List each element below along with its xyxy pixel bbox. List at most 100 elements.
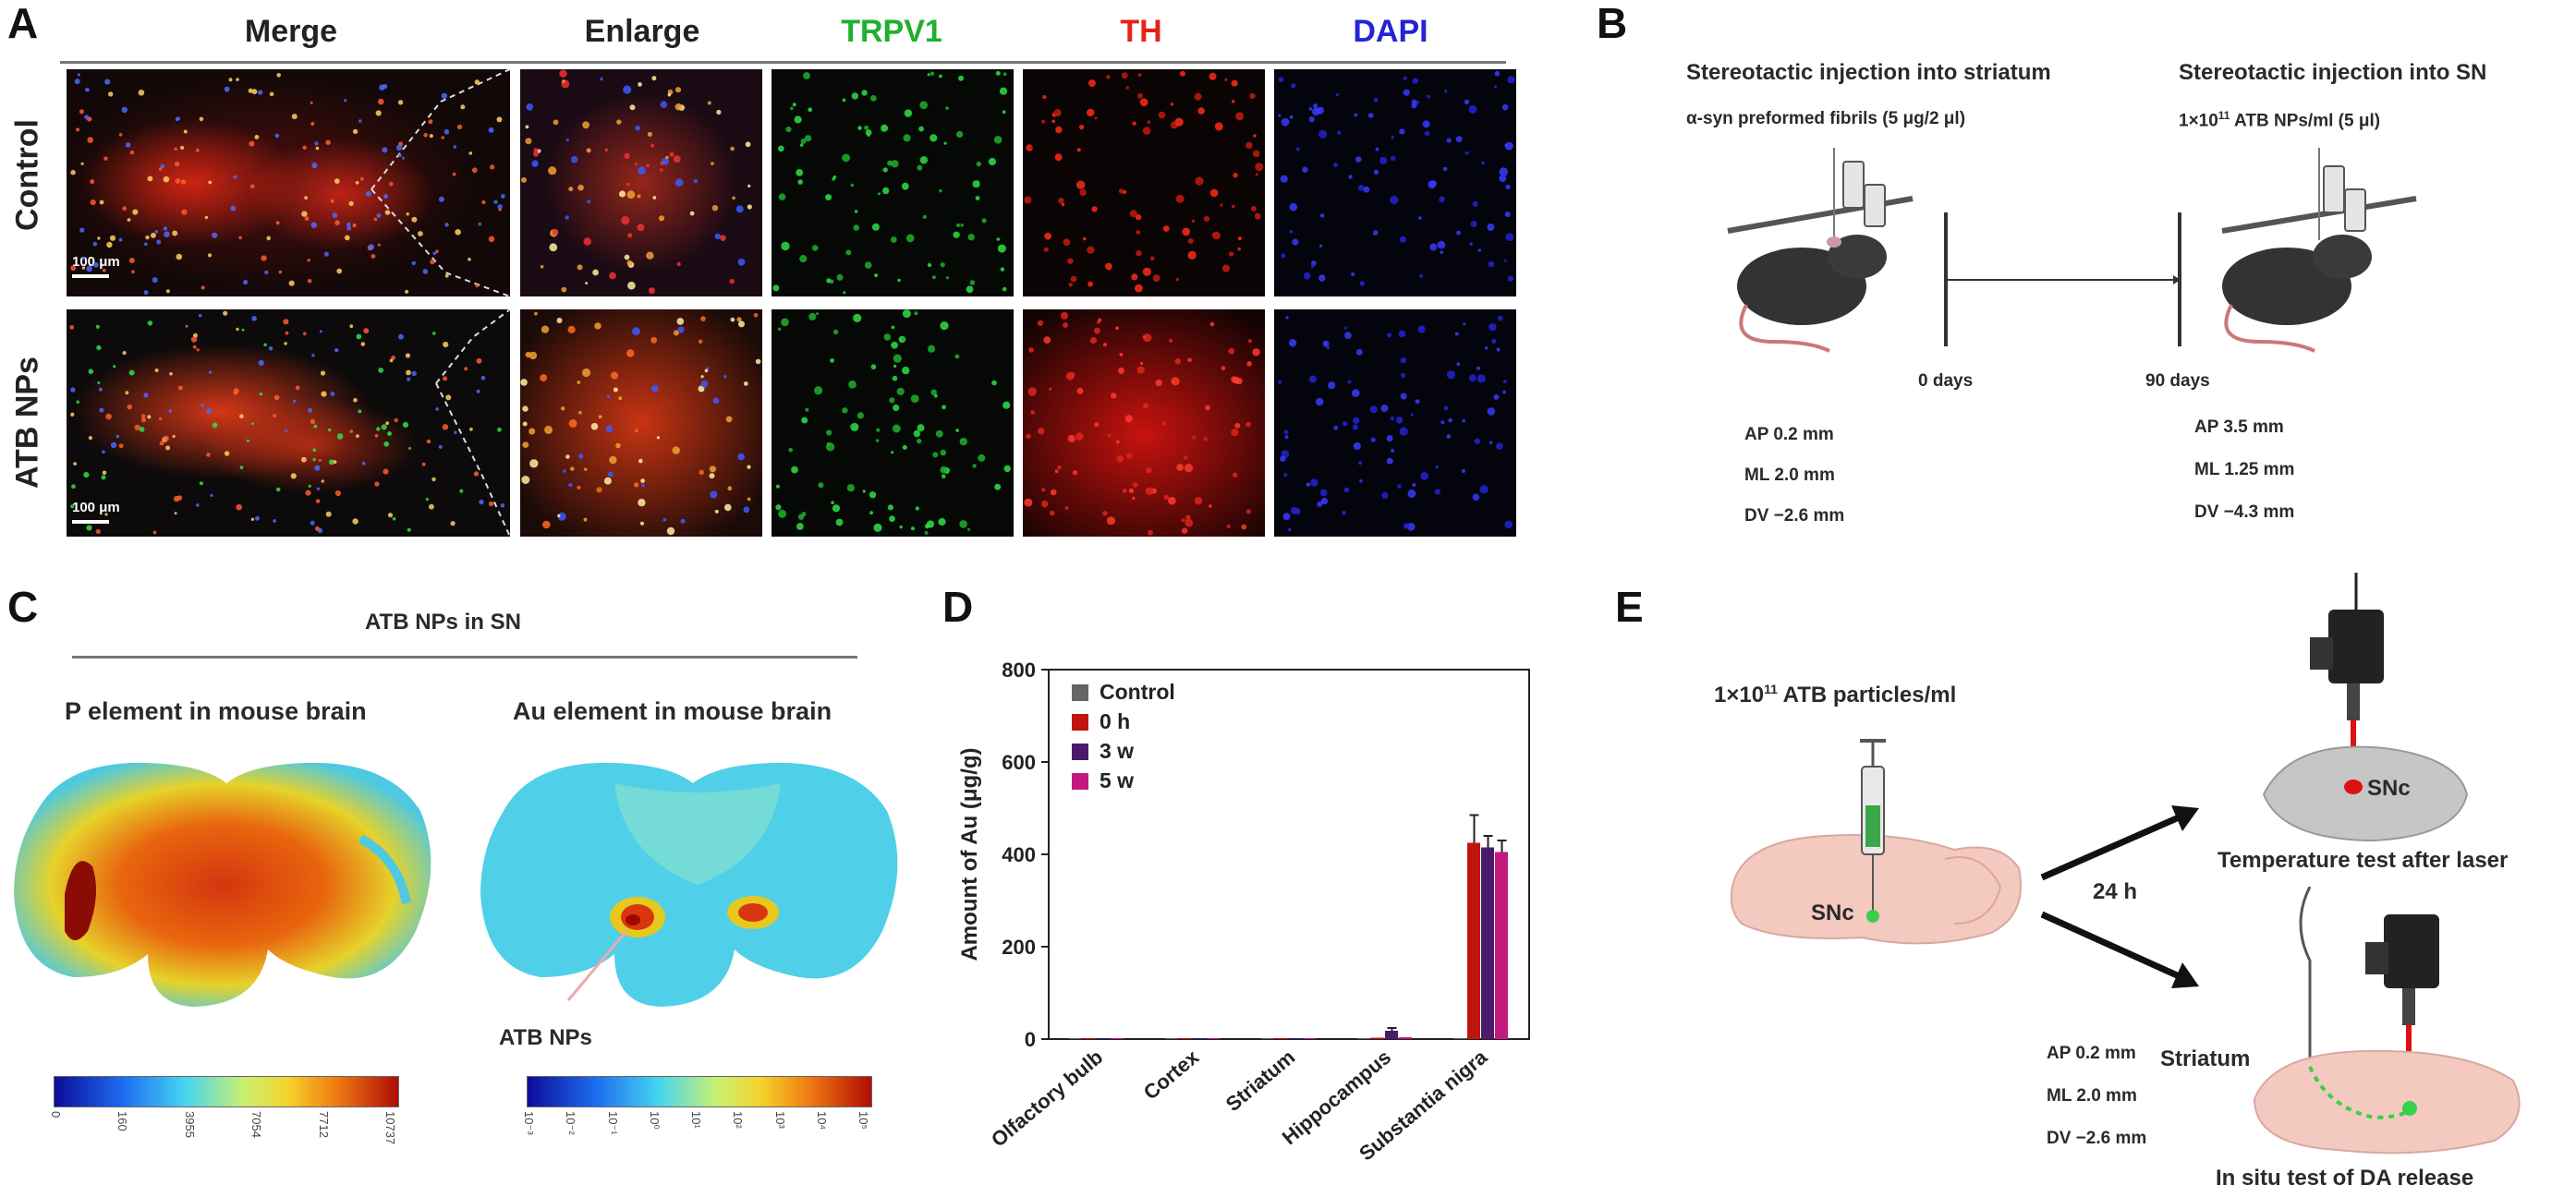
timeline-arrow: [1946, 275, 2181, 284]
cell-dot: [1479, 485, 1488, 494]
cell-dot: [577, 264, 583, 271]
cell-dot: [814, 386, 823, 395]
cell-dot: [411, 260, 416, 266]
cell-dot: [854, 210, 858, 213]
cell-dot: [1472, 200, 1478, 207]
cell-dot: [883, 333, 892, 341]
cell-dot: [73, 462, 77, 466]
cell-dot: [711, 205, 719, 212]
cell-dot: [443, 341, 449, 348]
cell-dot: [548, 166, 557, 175]
e-caption-top: Temperature test after laser: [2218, 848, 2509, 873]
cell-dot: [314, 526, 320, 531]
cell-dot: [1496, 347, 1501, 352]
cell-dot: [258, 359, 264, 366]
bar: [1371, 1037, 1384, 1039]
cell-dot: [121, 106, 128, 114]
cell-dot: [1312, 107, 1320, 116]
cell-dot: [129, 150, 135, 155]
cell-dot: [1024, 196, 1032, 204]
cell-dot: [314, 141, 319, 146]
cell-dot: [1211, 233, 1215, 236]
cell-dot: [1231, 429, 1239, 437]
cell-dot: [1412, 483, 1416, 488]
cell-dot: [677, 326, 685, 333]
cell-dot: [1493, 85, 1497, 89]
cell-dot: [902, 366, 910, 375]
cell-dot: [603, 477, 612, 485]
cell-dot: [725, 416, 733, 423]
cell-dot: [590, 422, 599, 430]
cell-dot: [1124, 415, 1133, 423]
cell-dot: [134, 424, 140, 431]
au-colorbar-ticks: 10⁻³ 10⁻² 10⁻¹ 10⁰ 10¹ 10² 10³ 10⁴ 10⁵: [522, 1111, 870, 1148]
cell-dot: [1354, 113, 1358, 117]
cell-dot: [1278, 114, 1282, 117]
cell-dot: [531, 160, 539, 167]
cell-dot: [1146, 466, 1152, 474]
cell-dot: [79, 109, 84, 115]
cell-dot: [650, 143, 654, 148]
e-coord-dv: DV −2.6 mm: [2047, 1129, 2147, 1148]
cell-dot: [1143, 403, 1149, 409]
cell-dot: [206, 408, 213, 415]
cell-dot: [842, 153, 850, 163]
cell-dot: [164, 231, 170, 237]
cell-dot: [626, 260, 633, 266]
cell-dot: [81, 266, 86, 270]
bar: [1289, 1038, 1302, 1039]
cell-dot: [1195, 176, 1204, 186]
cell-dot: [80, 162, 84, 165]
cell-dot: [90, 200, 96, 206]
cell-dot: [674, 87, 682, 93]
cell-dot: [70, 504, 75, 509]
au-element-brain-map: [480, 762, 898, 1007]
cell-dot: [1169, 338, 1173, 343]
cell-dot: [1003, 465, 1011, 473]
cell-dot: [831, 501, 834, 504]
cell-dot: [1135, 213, 1142, 221]
cell-dot: [83, 471, 90, 478]
colorbar-tick-label: 10⁵: [857, 1111, 870, 1130]
cell-dot: [1076, 180, 1086, 189]
cell-dot: [471, 167, 478, 174]
cell-dot: [1214, 122, 1223, 131]
cell-dot: [915, 506, 919, 511]
cell-dot: [128, 369, 135, 376]
cell-dot: [1343, 487, 1350, 493]
cell-dot: [927, 262, 932, 268]
cell-dot: [348, 200, 354, 206]
cell-dot: [525, 125, 529, 129]
cell-dot: [533, 148, 539, 153]
cell-dot: [1054, 469, 1059, 474]
cell-dot: [849, 424, 854, 429]
cell-dot: [785, 127, 792, 133]
cell-dot: [200, 285, 205, 290]
cell-dot: [1027, 387, 1037, 396]
cell-dot: [84, 115, 90, 120]
cell-dot: [1278, 77, 1284, 82]
cell-dot: [450, 521, 456, 526]
cell-dot: [1487, 224, 1495, 231]
cell-dot: [797, 514, 805, 520]
cell-dot: [1417, 325, 1426, 333]
syringe-brain-illustration: [1730, 739, 2022, 945]
cell-dot: [312, 448, 317, 453]
cell-dot: [857, 412, 865, 419]
cell-dot: [924, 530, 929, 535]
cell-dot: [637, 224, 645, 232]
cell-dot: [356, 333, 362, 340]
cell-dot: [716, 109, 722, 115]
cell-dot: [624, 254, 630, 260]
cell-dot: [1102, 343, 1108, 347]
cell-dot: [1381, 491, 1389, 500]
cell-dot: [208, 180, 213, 185]
cell-dot: [1094, 422, 1100, 428]
cell-dot: [640, 478, 645, 483]
cell-dot: [1106, 75, 1111, 79]
cell-dot: [1075, 432, 1084, 441]
cell-dot: [993, 136, 1002, 144]
legend-swatch: [1072, 714, 1088, 731]
cell-dot: [553, 119, 559, 126]
cell-dot: [1291, 83, 1296, 89]
